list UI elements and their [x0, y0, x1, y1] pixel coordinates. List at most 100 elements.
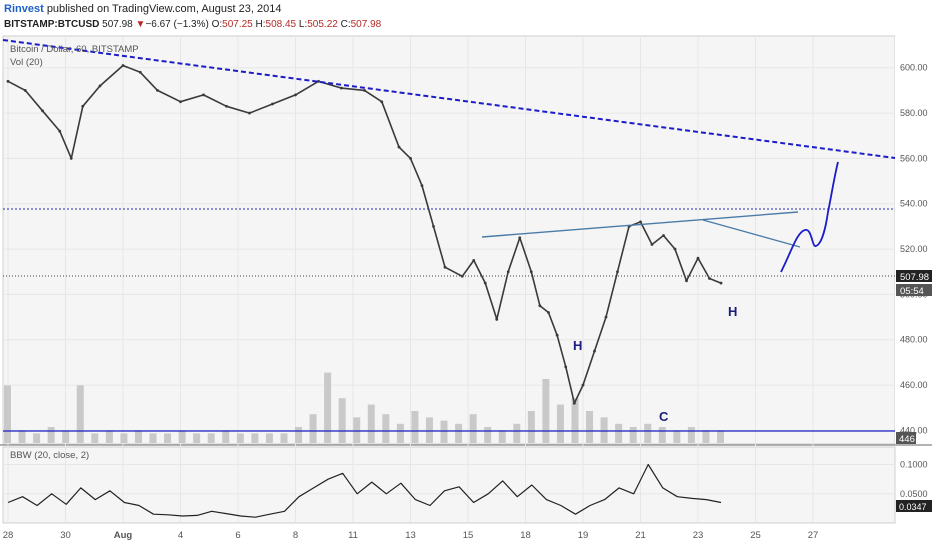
volume-bar — [687, 427, 695, 443]
volume-bar — [18, 430, 26, 443]
time-tick-label: 19 — [578, 530, 589, 541]
high-value: 508.45 — [265, 19, 297, 30]
annotation-h-left: H — [573, 338, 582, 353]
price-point — [23, 89, 27, 92]
volume-bar — [367, 404, 375, 443]
volume-bar — [571, 398, 579, 443]
price-axis[interactable] — [895, 36, 932, 444]
price-point — [81, 104, 85, 108]
bbw-pane[interactable] — [2, 446, 896, 524]
volume-bar — [600, 417, 608, 443]
volume-bar — [396, 423, 404, 443]
volume-bar — [353, 417, 361, 443]
price-tick-label: 520.00 — [900, 244, 928, 254]
volume-bar — [178, 430, 186, 443]
author-link[interactable]: Rinvest — [4, 3, 44, 15]
price-point — [202, 93, 205, 97]
countdown-tag — [896, 284, 932, 296]
volume-bar — [33, 433, 41, 443]
volume-bar — [309, 414, 317, 443]
time-tick-label: 6 — [235, 530, 240, 541]
gridlines — [3, 36, 895, 523]
price-point — [518, 236, 522, 240]
price-point — [538, 304, 542, 308]
price-point — [572, 401, 576, 405]
open-value: 507.25 — [222, 19, 253, 30]
price-line — [7, 64, 722, 405]
time-axis[interactable] — [0, 524, 932, 550]
volume-bar — [91, 433, 99, 443]
published-text: published on TradingView.com, August 23,… — [46, 3, 282, 15]
price-point — [708, 277, 711, 280]
volume-bar — [484, 427, 492, 443]
price-tick-label: 440.00 — [900, 425, 928, 435]
price-point — [581, 383, 585, 387]
price-point — [41, 109, 44, 113]
volume-bar — [280, 433, 288, 443]
volume-bar — [586, 411, 594, 443]
publish-line: Rinvest published on TradingView.com, Au… — [4, 3, 281, 15]
last-price: 507.98 — [102, 19, 133, 30]
volume-bar — [498, 430, 506, 443]
price-point — [483, 281, 487, 285]
time-tick-label: 30 — [60, 530, 71, 541]
volume-bar — [295, 427, 303, 443]
volume-bar — [629, 427, 637, 443]
bbw-label: BBW (20, close, 2) — [10, 450, 89, 461]
volume-bar — [542, 379, 550, 443]
price-point — [121, 64, 125, 67]
volume-bar — [455, 423, 463, 443]
price-tick-label: 600.00 — [900, 63, 928, 73]
volume-bar — [149, 433, 157, 443]
time-tick-label: 25 — [750, 530, 761, 541]
price-point — [271, 102, 274, 106]
price-point — [340, 86, 343, 90]
price-point — [294, 93, 297, 97]
projection-path[interactable] — [780, 161, 839, 273]
price-point — [432, 225, 435, 228]
chart-title: Bitcoin / Dollar, 60, BITSTAMP — [10, 44, 139, 55]
price-tick-label: 540.00 — [900, 199, 928, 209]
neckline[interactable] — [481, 211, 799, 238]
price-point — [506, 270, 510, 274]
trendline-resistance[interactable] — [2, 39, 896, 159]
bbw-tick-label: 0.1000 — [900, 460, 928, 470]
symbol-line: BITSTAMP:BTCUSD 507.98 ▼−6.67 (−1.3%) O:… — [4, 19, 381, 30]
bbw-last-tag — [896, 500, 932, 512]
annotation-c: C — [659, 409, 669, 424]
symbol-name[interactable]: BITSTAMP:BTCUSD — [4, 19, 100, 30]
price-point — [317, 79, 320, 83]
volume-bar — [382, 414, 390, 443]
price-tick-label: 480.00 — [900, 335, 928, 345]
price-point — [472, 259, 476, 262]
price-point — [138, 70, 142, 74]
price-point — [156, 89, 159, 92]
main-pane[interactable] — [2, 35, 896, 445]
volume-bar — [425, 417, 433, 443]
volume-bar — [469, 414, 477, 443]
volume-bar — [658, 427, 666, 443]
change-arrow-icon: ▼ — [135, 19, 146, 30]
volume-bar — [105, 430, 113, 443]
volume-bar — [556, 404, 564, 443]
volume-bar — [411, 411, 419, 443]
price-point — [420, 184, 424, 188]
last-price-label: 507.98 — [900, 272, 929, 283]
volume-bar — [324, 372, 332, 443]
price-point — [443, 265, 447, 269]
volume-bar — [440, 420, 448, 443]
volume-bar — [120, 433, 128, 443]
volume-bar — [265, 433, 273, 443]
time-tick-label: 15 — [463, 530, 474, 541]
volume-bar — [4, 385, 11, 443]
price-point — [179, 100, 182, 104]
price-point — [593, 349, 596, 353]
time-tick-label: 18 — [520, 530, 531, 541]
volume-bar — [134, 430, 142, 443]
price-point — [604, 315, 608, 319]
vol-label: Vol (20) — [10, 57, 43, 68]
volume-bar — [644, 423, 652, 443]
price-point — [616, 270, 619, 274]
countdown-label: 05:54 — [900, 286, 924, 297]
shoulder-trendline[interactable] — [702, 219, 801, 248]
